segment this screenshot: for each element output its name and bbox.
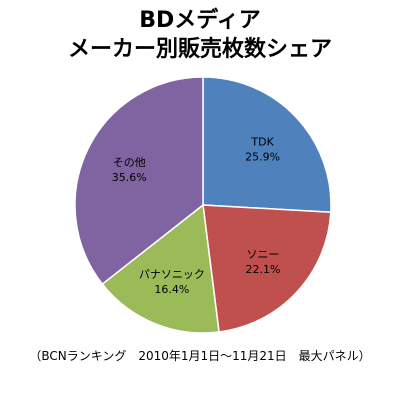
pie-slices: [74, 76, 332, 334]
pie-slice-0: [202, 76, 332, 214]
chart-title-line-1: BDメディア: [139, 8, 261, 33]
slice-label-0: TDK: [250, 136, 274, 149]
slice-value-label-2: 16.4%: [154, 283, 189, 296]
pie-slice-1: [202, 204, 332, 333]
chart-footnote: （BCNランキング 2010年1月1日～11月21日 最大パネル）: [29, 349, 371, 363]
chart-title-line-2: メーカー別販売枚数シェア: [67, 37, 332, 62]
slice-value-label-1: 22.1%: [245, 263, 280, 276]
pie-slice-2: [101, 203, 220, 334]
pie-slice-3: [74, 76, 204, 286]
slice-label-2: パナソニック: [139, 268, 205, 281]
slice-value-label-3: 35.6%: [112, 171, 147, 184]
slice-value-label-0: 25.9%: [245, 151, 280, 164]
pie-labels: TDK 25.9% ソニー 22.1% パナソニック 16.4% その他 35.6%: [112, 136, 281, 296]
slice-label-1: ソニー: [246, 248, 279, 261]
slice-label-3: その他: [113, 156, 146, 169]
